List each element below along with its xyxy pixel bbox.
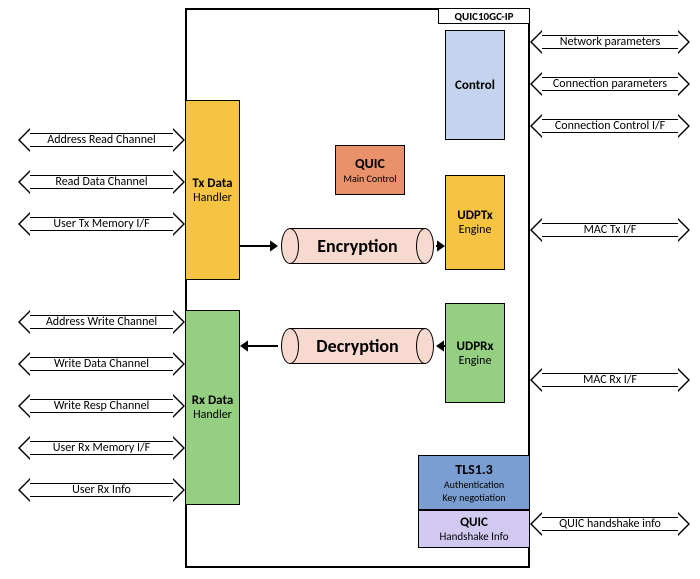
io-conn-params-head-right xyxy=(678,72,690,96)
io-write-data-head-right xyxy=(173,352,185,376)
udprx-sub-0: Engine xyxy=(459,354,492,368)
io-net-params-head-left xyxy=(530,30,542,54)
io-write-resp: Write Resp Channel xyxy=(18,394,185,418)
io-user-rx-mem: User Rx Memory I/F xyxy=(18,436,185,460)
tls-sub-0: Authentication xyxy=(444,478,504,491)
udptx-title: UDPTx xyxy=(457,208,493,223)
io-addr-write-head-left xyxy=(18,310,30,334)
io-mac-rx-head-right xyxy=(678,368,690,392)
tls-sub-1: Key negotiation xyxy=(442,491,505,504)
io-user-rx-info: User Rx Info xyxy=(18,478,185,502)
io-quic-hs-info-head-right xyxy=(678,512,690,536)
quic_main-sub-0: Main Control xyxy=(343,172,396,185)
io-addr-read: Address Read Channel xyxy=(18,128,185,152)
io-quic-hs-info-label: QUIC handshake info xyxy=(559,517,661,531)
io-addr-write: Address Write Channel xyxy=(18,310,185,334)
io-user-tx-mem-label: User Tx Memory I/F xyxy=(53,217,149,231)
io-user-rx-mem-label: User Rx Memory I/F xyxy=(53,441,150,455)
io-user-rx-mem-head-right xyxy=(173,436,185,460)
io-user-rx-info-head-left xyxy=(18,478,30,502)
io-write-data: Write Data Channel xyxy=(18,352,185,376)
io-read-data-head-left xyxy=(18,170,30,194)
flow-arrow-udprx-to-dec xyxy=(424,334,457,358)
io-conn-params-label: Connection parameters xyxy=(553,77,667,91)
io-net-params-label: Network parameters xyxy=(560,35,661,49)
tx_handler-sub-0: Handler xyxy=(193,191,232,205)
quic_hs-sub-0: Handshake Info xyxy=(439,530,508,543)
io-addr-read-head-left xyxy=(18,128,30,152)
io-conn-params: Connection parameters xyxy=(530,72,690,96)
io-addr-read-head-right xyxy=(173,128,185,152)
io-mac-rx-head-left xyxy=(530,368,542,392)
decryption-label: Decryption xyxy=(316,335,398,357)
tls-block: TLS1.3AuthenticationKey negotiation xyxy=(418,455,530,510)
io-addr-write-head-right xyxy=(173,310,185,334)
io-write-resp-head-left xyxy=(18,394,30,418)
io-write-data-head-left xyxy=(18,352,30,376)
io-write-resp-head-right xyxy=(173,394,185,418)
io-user-tx-mem-head-left xyxy=(18,212,30,236)
io-write-data-label: Write Data Channel xyxy=(54,357,149,371)
io-conn-ctrl: Connection Control I/F xyxy=(530,114,690,138)
rx_handler-title: Rx Data xyxy=(192,393,234,408)
io-mac-tx: MAC Tx I/F xyxy=(530,218,690,242)
encryption-label: Encryption xyxy=(317,235,397,257)
flow-arrow-tx-to-enc xyxy=(228,234,290,258)
io-mac-rx-label: MAC Rx I/F xyxy=(583,373,637,387)
io-user-rx-info-head-right xyxy=(173,478,185,502)
io-addr-read-label: Address Read Channel xyxy=(47,133,155,147)
ip-title: QUIC10GC-IP xyxy=(454,10,513,23)
ip-title-box: QUIC10GC-IP xyxy=(438,8,530,24)
tx_handler-title: Tx Data xyxy=(192,176,232,191)
io-net-params-head-right xyxy=(678,30,690,54)
io-user-tx-mem-head-right xyxy=(173,212,185,236)
quic_hs-title: QUIC xyxy=(460,515,488,530)
io-write-resp-label: Write Resp Channel xyxy=(54,399,150,413)
io-net-params: Network parameters xyxy=(530,30,690,54)
io-quic-hs-info-head-left xyxy=(530,512,542,536)
io-read-data-head-right xyxy=(173,170,185,194)
io-mac-tx-head-right xyxy=(678,218,690,242)
io-user-rx-mem-head-left xyxy=(18,436,30,460)
control-block: Control xyxy=(445,30,505,140)
flow-arrow-dec-to-rx xyxy=(228,334,290,358)
quic_main-title: QUIC xyxy=(355,155,385,172)
flow-arrow-enc-to-udptx xyxy=(424,234,457,258)
udprx-title: UDPRx xyxy=(457,339,494,354)
rx_handler-sub-0: Handler xyxy=(193,408,232,422)
io-read-data: Read Data Channel xyxy=(18,170,185,194)
control-title: Control xyxy=(455,78,495,93)
io-quic-hs-info: QUIC handshake info xyxy=(530,512,690,536)
io-conn-ctrl-head-left xyxy=(530,114,542,138)
io-conn-params-head-left xyxy=(530,72,542,96)
quic_main-block: QUICMain Control xyxy=(335,145,405,195)
io-conn-ctrl-head-right xyxy=(678,114,690,138)
decryption-cylinder: Decryption xyxy=(290,328,425,364)
quic_hs-block: QUICHandshake Info xyxy=(418,510,530,548)
encryption-cylinder: Encryption xyxy=(290,228,425,264)
io-user-rx-info-label: User Rx Info xyxy=(72,483,131,497)
tls-title: TLS1.3 xyxy=(455,461,492,478)
io-read-data-label: Read Data Channel xyxy=(55,175,147,189)
io-user-tx-mem: User Tx Memory I/F xyxy=(18,212,185,236)
udptx-sub-0: Engine xyxy=(459,223,492,237)
io-mac-tx-head-left xyxy=(530,218,542,242)
io-conn-ctrl-label: Connection Control I/F xyxy=(555,119,665,133)
io-mac-tx-label: MAC Tx I/F xyxy=(584,223,637,237)
io-addr-write-label: Address Write Channel xyxy=(46,315,157,329)
io-mac-rx: MAC Rx I/F xyxy=(530,368,690,392)
